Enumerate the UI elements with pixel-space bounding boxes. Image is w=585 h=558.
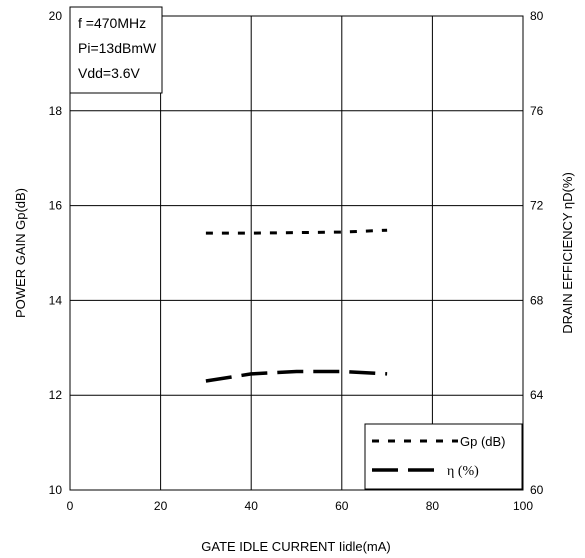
annotation-line: Vdd=3.6V xyxy=(78,65,141,81)
annotation-line: Pi=13dBmW xyxy=(78,40,157,56)
x-tick-label: 100 xyxy=(513,499,533,513)
x-tick-label: 0 xyxy=(67,499,74,513)
y-left-tick-label: 20 xyxy=(49,9,63,23)
conditions-annotation: f =470MHz Pi=13dBmW Vdd=3.6V xyxy=(69,6,163,94)
y-right-tick-label: 64 xyxy=(530,388,544,402)
y-axis-left-title: POWER GAIN Gp(dB) xyxy=(13,188,28,318)
x-tick-label: 60 xyxy=(335,499,349,513)
y-right-tick-label: 72 xyxy=(530,199,544,213)
y-left-tick-label: 10 xyxy=(49,483,63,497)
y-left-tick-label: 12 xyxy=(49,388,63,402)
grid-lines xyxy=(70,16,523,490)
y-axis-right-title: DRAIN EFFICIENCY ηD(%) xyxy=(560,172,575,334)
x-tick-label: 20 xyxy=(154,499,168,513)
x-tick-label: 40 xyxy=(245,499,259,513)
series-line-gp xyxy=(205,228,388,235)
y-left-tick-label: 14 xyxy=(49,293,63,307)
x-axis-title: GATE IDLE CURRENT Iidle(mA) xyxy=(201,539,391,554)
series-line-eta xyxy=(205,369,388,383)
y-right-tick-label: 60 xyxy=(530,483,544,497)
y-left-tick-label: 18 xyxy=(49,104,63,118)
legend-box xyxy=(364,423,523,490)
legend-label-gp: Gp (dB) xyxy=(460,434,506,449)
annotation-line: f =470MHz xyxy=(78,15,146,31)
series-group xyxy=(205,228,388,383)
y-right-tick-label: 68 xyxy=(530,293,544,307)
x-tick-label: 80 xyxy=(426,499,440,513)
y-right-tick-label: 80 xyxy=(530,9,544,23)
legend: Gp (dB) η (%) xyxy=(364,423,523,490)
legend-label-eta: η (%) xyxy=(447,464,479,479)
tick-labels: 0 20 40 60 80 100 10 12 14 16 18 20 60 64 68 72 76 80 xyxy=(49,9,544,513)
y-left-tick-label: 16 xyxy=(49,199,63,213)
annotation-box xyxy=(69,6,163,94)
plot-frame xyxy=(69,15,524,491)
y-right-tick-label: 76 xyxy=(530,104,544,118)
